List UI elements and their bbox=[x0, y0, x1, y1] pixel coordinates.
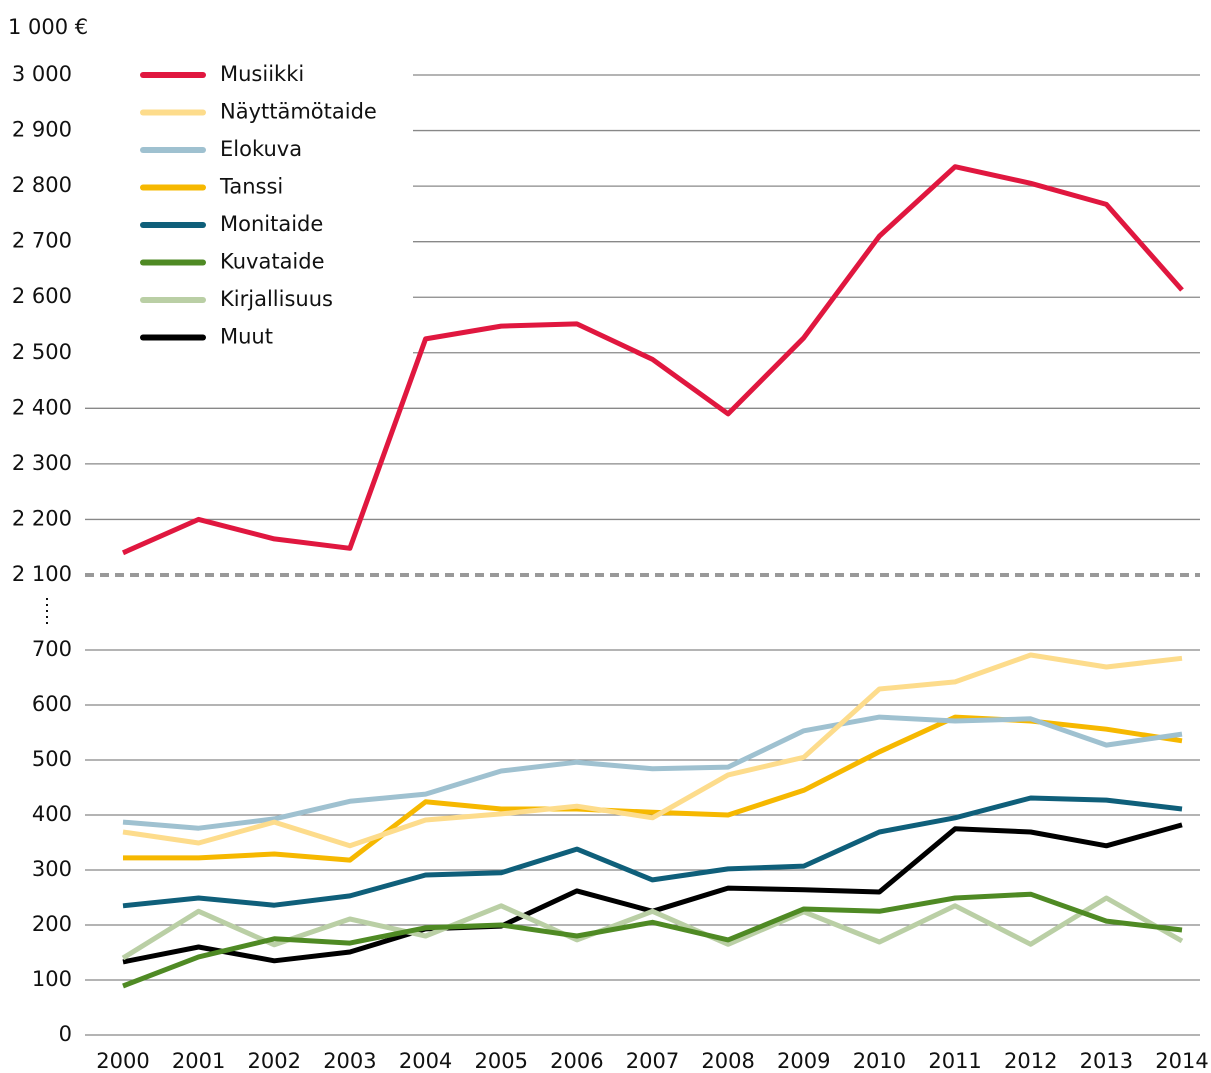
x-tick-label: 2004 bbox=[399, 1049, 452, 1073]
x-tick-label: 2001 bbox=[172, 1049, 225, 1073]
legend-label: Muut bbox=[220, 325, 273, 349]
x-tick-label: 2010 bbox=[853, 1049, 906, 1073]
y-tick-label: 100 bbox=[32, 967, 72, 991]
legend-label: Tanssi bbox=[219, 175, 283, 199]
y-tick-label: 3 000 bbox=[12, 62, 72, 86]
y-tick-label: 2 300 bbox=[12, 451, 72, 475]
y-tick-label: 0 bbox=[59, 1022, 72, 1046]
y-tick-label: 2 200 bbox=[12, 506, 72, 530]
y-tick-label: 400 bbox=[32, 802, 72, 826]
series-line bbox=[122, 714, 1183, 831]
x-tick-label: 2002 bbox=[248, 1049, 301, 1073]
y-tick-label: 2 900 bbox=[12, 118, 72, 142]
y-tick-label: 500 bbox=[32, 747, 72, 771]
x-tick-label: 2008 bbox=[701, 1049, 754, 1073]
y-tick-label: 2 600 bbox=[12, 284, 72, 308]
y-tick-label: 700 bbox=[32, 637, 72, 661]
x-tick-label: 2009 bbox=[777, 1049, 830, 1073]
y-tick-label: 600 bbox=[32, 692, 72, 716]
y-tick-label: 2 400 bbox=[12, 395, 72, 419]
x-tick-label: 2014 bbox=[1155, 1049, 1208, 1073]
y-tick-label: 2 100 bbox=[12, 562, 72, 586]
y-tick-label: 2 700 bbox=[12, 229, 72, 253]
y-tick-label: 2 500 bbox=[12, 340, 72, 364]
legend-label: Elokuva bbox=[220, 137, 302, 161]
series-line bbox=[122, 891, 1183, 989]
legend-label: Musiikki bbox=[220, 62, 304, 86]
y-tick-label: 2 800 bbox=[12, 173, 72, 197]
y-unit-label: 1 000 € bbox=[8, 15, 88, 39]
x-tick-label: 2011 bbox=[928, 1049, 981, 1073]
y-tick-label: 300 bbox=[32, 857, 72, 881]
x-tick-label: 2005 bbox=[474, 1049, 527, 1073]
series-line bbox=[123, 714, 1183, 863]
x-tick-label: 2012 bbox=[1004, 1049, 1057, 1073]
legend-label: Näyttämötaide bbox=[220, 100, 377, 124]
series-line bbox=[122, 795, 1183, 909]
legend-label: Kuvataide bbox=[220, 250, 325, 274]
series-line bbox=[122, 652, 1183, 849]
x-tick-label: 2007 bbox=[626, 1049, 679, 1073]
x-tick-label: 2006 bbox=[550, 1049, 603, 1073]
y-tick-label: 200 bbox=[32, 912, 72, 936]
legend-label: Monitaide bbox=[220, 212, 323, 236]
x-tick-label: 2013 bbox=[1080, 1049, 1133, 1073]
series-line bbox=[121, 895, 1184, 961]
x-tick-label: 2003 bbox=[323, 1049, 376, 1073]
legend-label: Kirjallisuus bbox=[220, 287, 333, 311]
x-tick-label: 2000 bbox=[96, 1049, 149, 1073]
series-line bbox=[121, 164, 1184, 556]
